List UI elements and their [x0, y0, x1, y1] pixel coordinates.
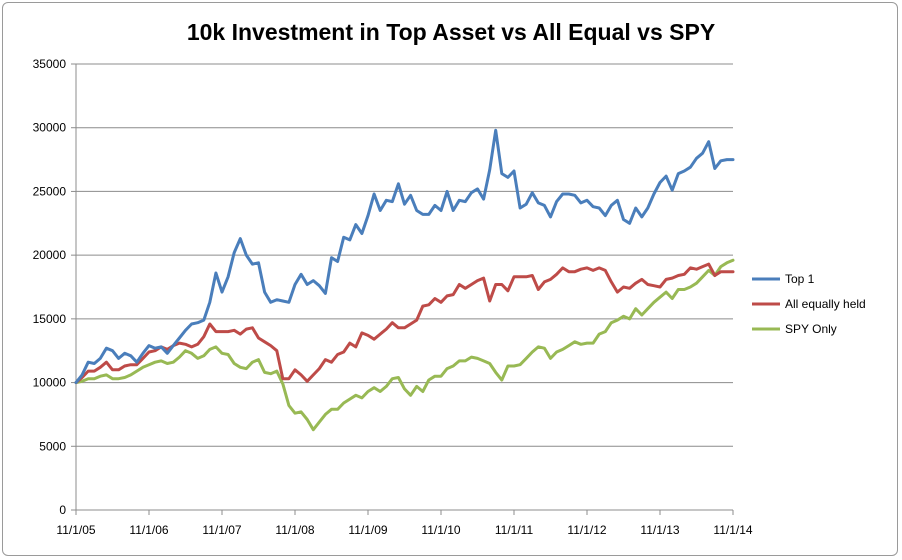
legend-label: SPY Only: [785, 322, 837, 336]
y-tick-label: 20000: [33, 248, 67, 262]
y-tick-label: 10000: [33, 376, 67, 390]
x-tick-label: 11/1/10: [421, 523, 460, 537]
x-tick-label: 11/1/12: [567, 523, 606, 537]
y-axis-ticks: 0 5000 10000 15000 20000 25000 30000 35000: [33, 57, 76, 517]
x-tick-label: 11/1/08: [275, 523, 314, 537]
axes: [75, 64, 733, 511]
y-tick-label: 25000: [33, 184, 67, 198]
legend: Top 1 All equally held SPY Only: [752, 272, 866, 336]
y-tick-label: 30000: [33, 121, 67, 135]
legend-label: Top 1: [785, 272, 815, 286]
x-tick-label: 11/1/07: [202, 523, 241, 537]
series-lines: [74, 128, 735, 432]
x-tick-label: 11/1/13: [640, 523, 679, 537]
y-tick-label: 0: [59, 503, 66, 517]
x-tick-label: 11/1/11: [495, 523, 534, 537]
series-line-1: [74, 262, 735, 385]
y-gridlines: [76, 63, 733, 447]
x-tick-label: 11/1/09: [348, 523, 387, 537]
y-tick-label: 15000: [33, 312, 67, 326]
y-tick-label: 5000: [39, 439, 66, 453]
series-line-0: [74, 128, 735, 385]
x-tick-label: 11/1/06: [129, 523, 168, 537]
chart-title: 10k Investment in Top Asset vs All Equal…: [187, 19, 715, 45]
x-tick-label: 11/1/05: [56, 523, 95, 537]
legend-label: All equally held: [785, 297, 866, 311]
x-tick-label: 11/1/14: [713, 523, 752, 537]
x-axis-ticks: 11/1/05 11/1/06 11/1/07 11/1/08 11/1/09 11/1/…: [56, 510, 753, 537]
series-line-2: [74, 258, 735, 432]
y-tick-label: 35000: [33, 57, 67, 71]
